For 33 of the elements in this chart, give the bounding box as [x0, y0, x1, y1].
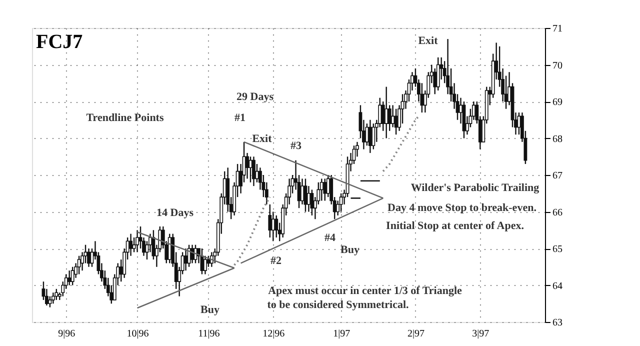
- annotation: Buy: [340, 244, 360, 256]
- annotation: Day 4 move Stop to break-even.: [388, 202, 537, 214]
- annotation: 29 Days: [236, 91, 274, 103]
- x-tick-label: 10|96: [126, 328, 149, 340]
- x-tick-label: 1|97: [333, 328, 350, 340]
- annotation: to be considered Symmetrical.: [267, 299, 410, 311]
- x-tick-label: 9|96: [58, 328, 76, 340]
- y-tick-label: 66: [552, 207, 562, 218]
- y-tick-label: 70: [552, 60, 562, 72]
- x-tick-label: 3|97: [472, 328, 490, 340]
- annotation: Initial Stop at center of Apex.: [386, 220, 524, 232]
- y-tick-label: 71: [552, 24, 562, 34]
- chart-title: FCJ7: [36, 31, 83, 53]
- annotation: #2: [270, 255, 282, 267]
- y-tick-label: 69: [552, 97, 562, 108]
- annotation: #1: [234, 112, 246, 124]
- x-tick-label: 12|96: [262, 328, 285, 340]
- annotation: Apex must occur in center 1/3 of Triangle: [268, 285, 462, 297]
- y-tick-label: 68: [552, 134, 562, 145]
- y-tick-label: 65: [552, 244, 562, 255]
- annotation: #3: [290, 140, 302, 152]
- annotation: Exit: [418, 35, 438, 47]
- annotation: 14 Days: [156, 207, 194, 219]
- y-tick-label: 63: [552, 318, 562, 328]
- y-tick-label: 64: [552, 280, 562, 292]
- annotation: #4: [324, 232, 336, 244]
- annotation: Exit: [252, 133, 272, 145]
- annotation: Trendline Points: [86, 112, 164, 124]
- y-tick-label: 67: [552, 170, 562, 182]
- annotation: Wilder's Parabolic Trailing: [410, 182, 540, 194]
- annotation: Buy: [200, 304, 220, 316]
- x-tick-label: 2|97: [407, 328, 424, 340]
- x-tick-label: 11|96: [198, 328, 220, 340]
